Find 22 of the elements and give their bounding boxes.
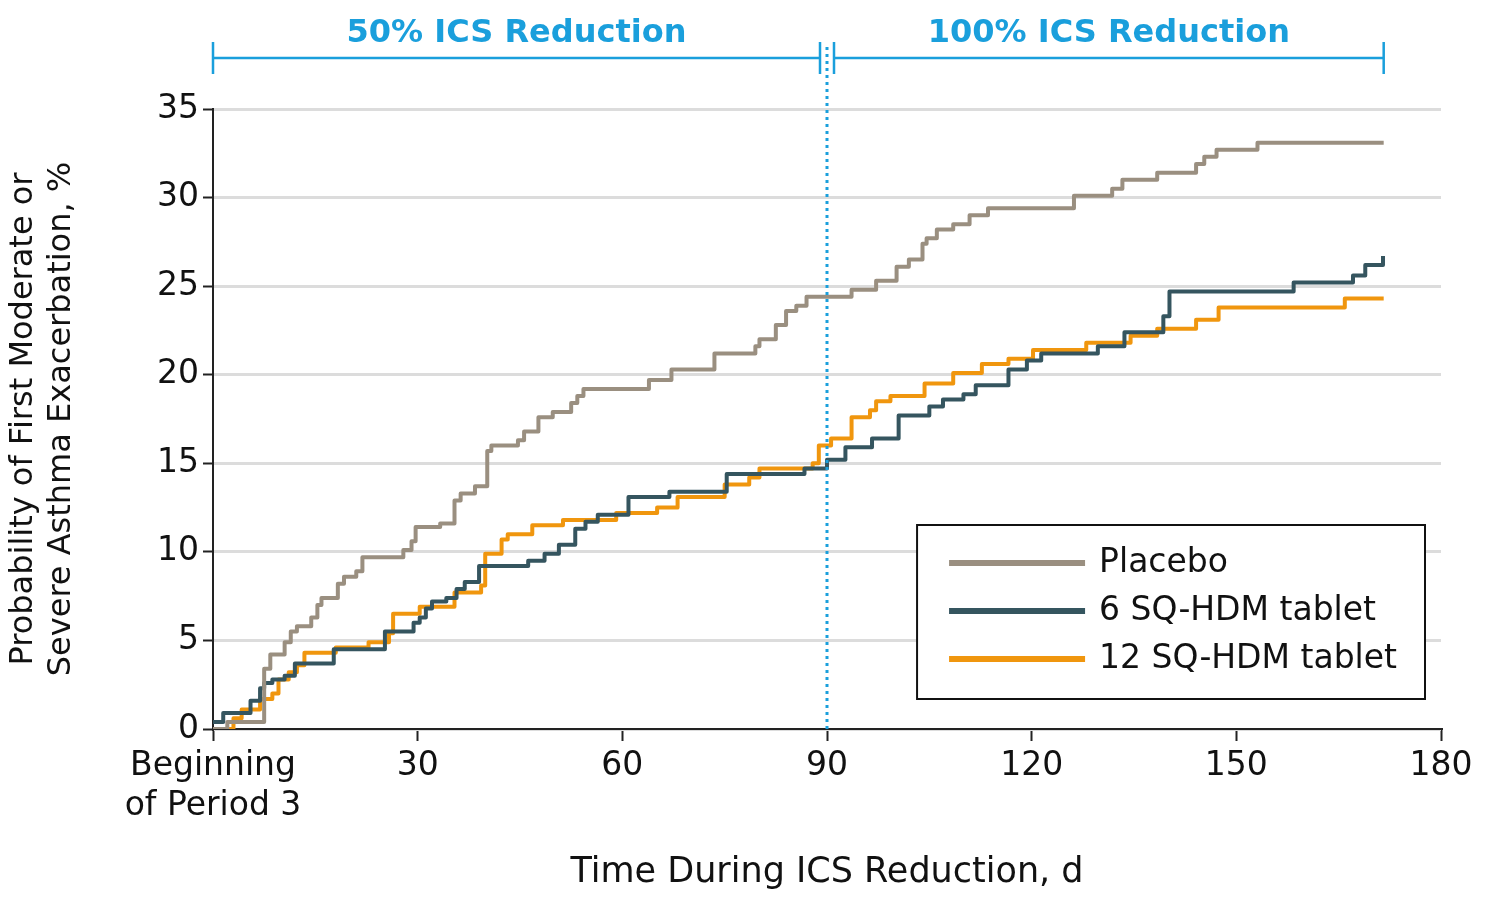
text: 50% ICS Reduction xyxy=(346,12,687,50)
x-tick-label: Beginning of Period 3 xyxy=(124,744,302,823)
y-tick-label: 35 xyxy=(157,86,199,126)
legend-label: 12 SQ-HDM tablet xyxy=(1099,636,1398,676)
y-axis-title: Probability of First Moderate or Severe Asthma Exacerbation, % xyxy=(1,161,78,677)
x-tick-label: 30 xyxy=(396,744,439,784)
y-tick-label: 20 xyxy=(157,352,199,392)
x-tick-label: 120 xyxy=(1000,744,1064,784)
y-tick-label: 10 xyxy=(157,529,199,569)
x-tick-label: 150 xyxy=(1204,744,1268,784)
y-tick-label: 5 xyxy=(178,618,199,658)
text: 100% ICS Reduction xyxy=(927,12,1290,50)
x-axis-title: Time During ICS Reduction, d xyxy=(569,850,1084,891)
y-tick-label: 15 xyxy=(157,440,199,480)
y-tick-label: 25 xyxy=(157,263,199,303)
y-tick-label: 30 xyxy=(157,175,199,215)
x-tick-label: 90 xyxy=(806,744,848,784)
legend-label: Placebo xyxy=(1099,540,1228,580)
y-tick-label: 0 xyxy=(178,706,199,746)
x-tick-label: 180 xyxy=(1409,744,1473,784)
legend-label: 6 SQ-HDM tablet xyxy=(1099,588,1377,628)
x-tick-label: 60 xyxy=(601,744,644,784)
